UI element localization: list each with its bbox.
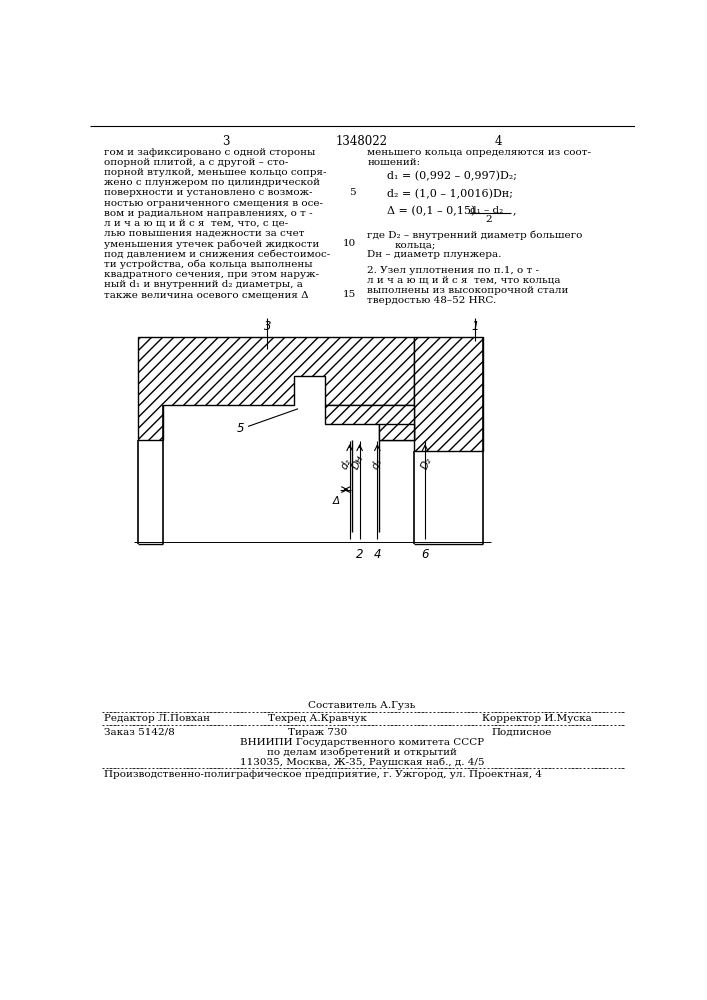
Text: меньшего кольца определяются из соот-: меньшего кольца определяются из соот-	[368, 148, 591, 157]
Text: d₂: d₂	[340, 456, 354, 470]
Text: d₁: d₁	[370, 456, 384, 470]
Text: уменьшения утечек рабочей жидкости: уменьшения утечек рабочей жидкости	[104, 239, 320, 249]
Text: Δ: Δ	[333, 496, 340, 506]
Text: Подписное: Подписное	[491, 728, 551, 737]
Text: Dн: Dн	[351, 453, 366, 470]
Text: Редактор Л.Повхан: Редактор Л.Повхан	[104, 714, 210, 723]
Text: ношений:: ношений:	[368, 158, 421, 167]
Text: d₂ = (1,0 – 1,0016)Dн;: d₂ = (1,0 – 1,0016)Dн;	[387, 188, 513, 199]
Text: 2: 2	[485, 215, 492, 224]
Text: л и ч а ю щ и й с я  тем, что кольца: л и ч а ю щ и й с я тем, что кольца	[368, 276, 561, 285]
Text: по делам изобретений и открытий: по делам изобретений и открытий	[267, 748, 457, 757]
Polygon shape	[414, 337, 483, 451]
Text: 113035, Москва, Ж-35, Раушская наб., д. 4/5: 113035, Москва, Ж-35, Раушская наб., д. …	[240, 758, 484, 767]
Text: вом и радиальном направлениях, о т -: вом и радиальном направлениях, о т -	[104, 209, 312, 218]
Text: 3: 3	[222, 135, 229, 148]
Text: где D₂ – внутренний диаметр большего: где D₂ – внутренний диаметр большего	[368, 230, 583, 240]
Text: ти устройства, оба кольца выполнены: ти устройства, оба кольца выполнены	[104, 260, 312, 269]
Text: опорной плитой, а с другой – сто-: опорной плитой, а с другой – сто-	[104, 158, 288, 167]
Text: 5: 5	[349, 188, 356, 197]
Text: жено с плунжером по цилиндрической: жено с плунжером по цилиндрической	[104, 178, 320, 187]
Text: лью повышения надежности за счет: лью повышения надежности за счет	[104, 229, 305, 238]
Text: D₂: D₂	[419, 455, 433, 470]
Text: ВНИИПИ Государственного комитета СССР: ВНИИПИ Государственного комитета СССР	[240, 738, 484, 747]
Text: 2. Узел уплотнения по п.1, о т -: 2. Узел уплотнения по п.1, о т -	[368, 266, 539, 275]
Text: ,: ,	[513, 206, 516, 216]
Polygon shape	[138, 337, 414, 440]
Text: кольца;: кольца;	[395, 240, 436, 249]
Text: гом и зафиксировано с одной стороны: гом и зафиксировано с одной стороны	[104, 148, 315, 157]
Text: квадратного сечения, при этом наруж-: квадратного сечения, при этом наруж-	[104, 270, 319, 279]
Text: выполнены из высокопрочной стали: выполнены из высокопрочной стали	[368, 286, 568, 295]
Polygon shape	[325, 405, 414, 440]
Text: ностью ограниченного смещения в осе-: ностью ограниченного смещения в осе-	[104, 199, 323, 208]
Polygon shape	[379, 424, 414, 440]
Text: л и ч а ю щ и й с я  тем, что, с це-: л и ч а ю щ и й с я тем, что, с це-	[104, 219, 288, 228]
Text: 1348022: 1348022	[336, 135, 388, 148]
Text: под давлением и снижения себестоимос-: под давлением и снижения себестоимос-	[104, 249, 330, 258]
Text: Составитель А.Гузь: Составитель А.Гузь	[308, 701, 416, 710]
Text: 15: 15	[343, 290, 356, 299]
Text: 4: 4	[494, 135, 502, 148]
Text: 1: 1	[472, 320, 479, 333]
Text: ный d₁ и внутренний d₂ диаметры, а: ный d₁ и внутренний d₂ диаметры, а	[104, 280, 303, 289]
Text: 2: 2	[356, 548, 363, 561]
Text: d₁ = (0,992 – 0,997)D₂;: d₁ = (0,992 – 0,997)D₂;	[387, 171, 517, 181]
Text: также величина осевого смещения Δ: также величина осевого смещения Δ	[104, 290, 309, 299]
Text: 3: 3	[264, 320, 271, 333]
Text: Dн – диаметр плунжера.: Dн – диаметр плунжера.	[368, 250, 502, 259]
Text: Заказ 5142/8: Заказ 5142/8	[104, 728, 175, 737]
Text: Производственно-полиграфическое предприятие, г. Ужгород, ул. Проектная, 4: Производственно-полиграфическое предприя…	[104, 770, 542, 779]
Text: Тираж 730: Тираж 730	[288, 728, 347, 737]
Text: 5: 5	[237, 422, 244, 434]
Text: Δ = (0,1 – 0,15): Δ = (0,1 – 0,15)	[387, 206, 475, 216]
Text: поверхности и установлено с возмож-: поверхности и установлено с возмож-	[104, 188, 312, 197]
Text: 6: 6	[421, 548, 429, 561]
Text: Корректор И.Муска: Корректор И.Муска	[482, 714, 592, 723]
Text: d₁ – d₂: d₁ – d₂	[469, 206, 503, 215]
Text: порной втулкой, меньшее кольцо сопря-: порной втулкой, меньшее кольцо сопря-	[104, 168, 327, 177]
Text: 10: 10	[343, 239, 356, 248]
Text: Техред А.Кравчук: Техред А.Кравчук	[268, 714, 367, 723]
Text: твердостью 48–52 HRC.: твердостью 48–52 HRC.	[368, 296, 496, 305]
Text: 4: 4	[373, 548, 381, 561]
